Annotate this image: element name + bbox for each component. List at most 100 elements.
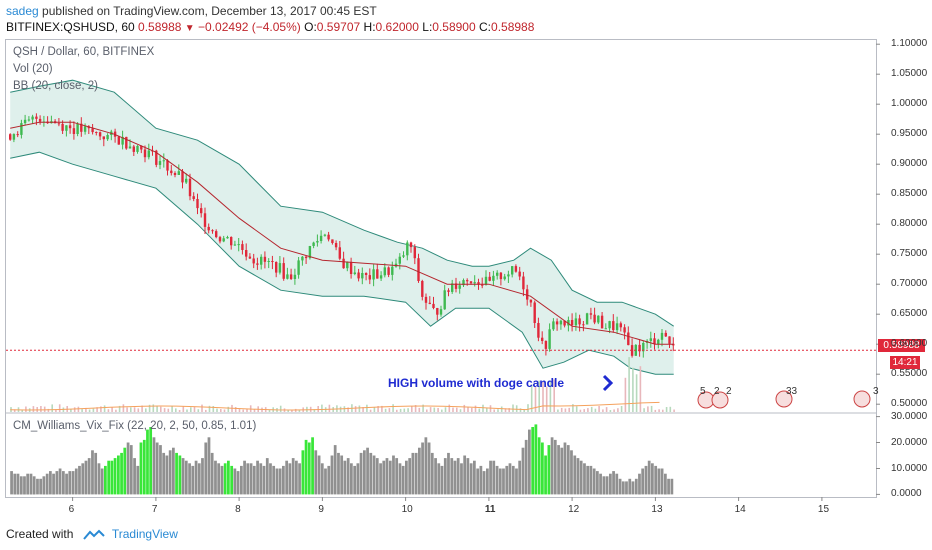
volume-bar bbox=[538, 380, 540, 412]
vix-bar bbox=[392, 455, 395, 495]
x-tick-label: 10 bbox=[401, 504, 413, 515]
vix-bar bbox=[479, 465, 483, 495]
volume-bar bbox=[133, 407, 136, 412]
volume-bar bbox=[493, 409, 495, 412]
candle-body bbox=[615, 323, 619, 331]
vix-bar bbox=[181, 458, 185, 495]
volume-bar bbox=[426, 409, 428, 412]
volume-bar bbox=[545, 386, 548, 412]
y-tick-label: 0.70000 bbox=[891, 278, 928, 290]
vix-bar bbox=[651, 463, 654, 495]
volume-bar bbox=[418, 407, 421, 412]
y-tick-label: 0.65000 bbox=[891, 308, 928, 320]
vix-bar bbox=[534, 424, 538, 495]
vix-bar bbox=[476, 468, 480, 495]
close-value: 0.58988 bbox=[491, 20, 535, 34]
volume-bar bbox=[530, 384, 533, 412]
vix-bar bbox=[117, 455, 120, 495]
candle-body bbox=[252, 258, 255, 264]
chart-frame[interactable] bbox=[5, 39, 877, 498]
vix-bar bbox=[566, 445, 570, 495]
volume-bar bbox=[55, 409, 57, 412]
candle-body bbox=[173, 173, 177, 175]
candle-body bbox=[35, 116, 38, 119]
candle-body bbox=[436, 308, 439, 315]
vix-bar bbox=[52, 473, 55, 495]
vix-fix-legend[interactable]: CM_Williams_Vix_Fix (22, 20, 2, 50, 0.85… bbox=[13, 420, 257, 432]
volume-bar bbox=[560, 407, 563, 412]
candle-body bbox=[304, 256, 308, 259]
vix-bar bbox=[492, 460, 496, 495]
bollinger-legend[interactable]: BB (20, close, 2) bbox=[13, 80, 99, 92]
vix-bar bbox=[553, 439, 557, 495]
vix-bar bbox=[333, 445, 337, 495]
candle-body bbox=[514, 266, 518, 272]
candle-body bbox=[627, 332, 630, 346]
candle-body bbox=[619, 323, 622, 328]
vix-bar bbox=[220, 465, 224, 495]
vix-bar bbox=[146, 429, 149, 495]
vix-bar bbox=[272, 465, 276, 495]
vix-bar bbox=[252, 465, 256, 495]
volume-bar bbox=[579, 409, 582, 412]
author-link[interactable]: sadeg bbox=[6, 4, 39, 18]
vix-bar bbox=[353, 465, 357, 495]
vix-bar bbox=[657, 468, 661, 495]
volume-bar bbox=[617, 408, 619, 412]
vix-bar bbox=[78, 465, 81, 495]
candle-body bbox=[582, 324, 585, 326]
volume-bar bbox=[92, 408, 95, 412]
event-flag-icon bbox=[711, 391, 729, 409]
tradingview-link[interactable]: TradingView bbox=[111, 527, 178, 541]
candle-body bbox=[147, 150, 150, 158]
vix-bar bbox=[337, 452, 340, 495]
volume-bar bbox=[658, 409, 660, 412]
candle-body bbox=[218, 237, 222, 242]
volume-bar bbox=[381, 405, 383, 412]
vix-bar bbox=[178, 455, 182, 495]
candle-body bbox=[589, 313, 593, 315]
vix-bar bbox=[466, 458, 470, 495]
vix-bar bbox=[405, 460, 408, 495]
volume-bar bbox=[148, 404, 151, 412]
candle-body bbox=[443, 290, 446, 310]
event-count-4: 33 bbox=[786, 386, 798, 397]
candle-body bbox=[275, 262, 278, 273]
vix-bar bbox=[369, 452, 373, 495]
y-tick-label: 1.00000 bbox=[891, 98, 928, 110]
vix-bar bbox=[16, 473, 20, 495]
candle-body bbox=[211, 230, 214, 232]
volume-bar bbox=[107, 409, 110, 412]
volume-bar bbox=[575, 406, 578, 412]
vix-bar bbox=[670, 478, 674, 495]
pair-legend[interactable]: QSH / Dollar, 60, BITFINEX bbox=[13, 46, 155, 58]
candle-body bbox=[409, 242, 413, 248]
volume-legend[interactable]: Vol (20) bbox=[13, 63, 53, 75]
vix-bar bbox=[612, 471, 615, 495]
volume-bar bbox=[527, 404, 529, 412]
volume-bar bbox=[268, 409, 271, 412]
volume-bar bbox=[414, 405, 417, 412]
volume-bar bbox=[669, 406, 672, 412]
down-triangle-icon: ▼ bbox=[184, 23, 195, 34]
vix-bar bbox=[236, 471, 240, 495]
candle-body bbox=[16, 134, 19, 136]
vix-bar bbox=[576, 458, 580, 495]
vix-bar bbox=[172, 447, 175, 495]
volume-bar bbox=[568, 407, 570, 412]
candle-body bbox=[518, 271, 521, 277]
volume-bar bbox=[111, 407, 113, 412]
volume-bar bbox=[587, 408, 589, 412]
published-line: sadeg published on TradingView.com, Dece… bbox=[6, 4, 377, 18]
vix-bar bbox=[647, 460, 651, 495]
candle-body bbox=[76, 123, 79, 134]
vix-bar bbox=[320, 463, 324, 495]
candle-body bbox=[143, 149, 147, 158]
vix-bar bbox=[618, 478, 622, 495]
candle-body bbox=[91, 128, 94, 133]
vix-bar bbox=[275, 468, 279, 495]
vix-bar bbox=[230, 465, 234, 495]
volume-bar bbox=[553, 379, 555, 412]
candle-body bbox=[319, 235, 323, 241]
